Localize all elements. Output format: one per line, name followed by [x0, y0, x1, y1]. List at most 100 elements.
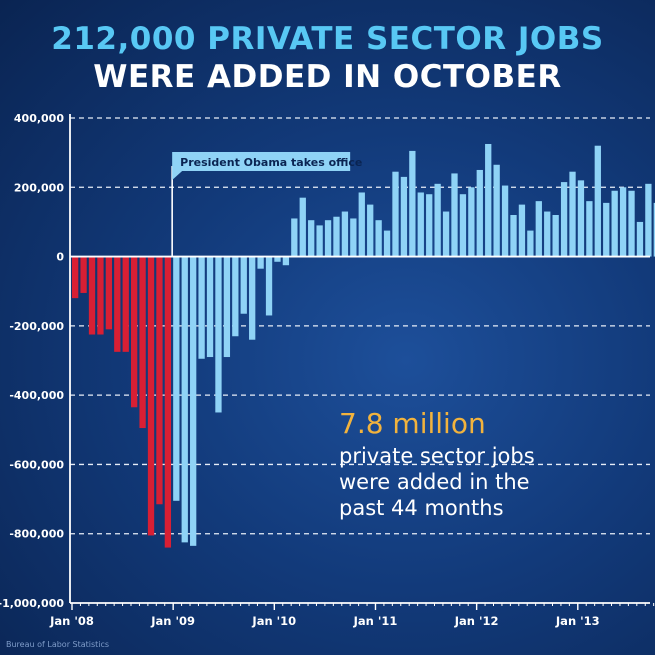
bar — [282, 256, 290, 266]
y-tick-label: -400,000 — [9, 389, 64, 402]
bar — [560, 182, 568, 257]
bar — [198, 256, 205, 359]
bar — [383, 230, 391, 257]
bar — [324, 220, 332, 257]
bar — [97, 256, 104, 335]
bar — [544, 211, 551, 257]
bar — [611, 190, 618, 257]
callout-line-1: private sector jobs — [339, 444, 535, 468]
x-tick-label: Jan '13 — [555, 614, 600, 628]
bars — [72, 143, 655, 548]
bar — [147, 256, 155, 536]
source-note: Bureau of Labor Statistics — [6, 640, 110, 649]
bar — [392, 171, 399, 257]
bar — [232, 256, 239, 337]
annotation-label: President Obama takes office — [180, 156, 362, 169]
axes: 400,000 200,000 0 -200,000 -400,000 -600,000 -… — [0, 112, 655, 628]
bar — [223, 256, 231, 358]
bar — [181, 256, 188, 543]
bar — [173, 256, 180, 501]
y-tick-label: -200,000 — [9, 320, 64, 333]
bar — [636, 221, 644, 257]
bar — [308, 220, 315, 257]
bar — [510, 215, 517, 257]
bar — [114, 256, 121, 352]
y-tick-label: 0 — [56, 251, 64, 264]
bar — [333, 216, 340, 257]
callout-headline: 7.8 million — [339, 407, 486, 440]
bar — [442, 211, 450, 257]
bar — [468, 187, 475, 257]
bar — [645, 183, 652, 257]
y-tick-label: -600,000 — [9, 458, 64, 471]
bar — [518, 204, 526, 257]
bar — [131, 256, 138, 408]
y-tick-label: -800,000 — [9, 528, 64, 541]
bar — [316, 225, 323, 257]
bar — [122, 256, 129, 352]
bar — [434, 183, 441, 257]
bar — [156, 256, 163, 505]
bar — [72, 256, 79, 299]
bar — [400, 176, 408, 257]
bar — [139, 256, 146, 429]
callout-line-2: were added in the — [339, 470, 530, 494]
bar — [552, 215, 559, 257]
bar — [375, 220, 382, 257]
bar — [257, 256, 264, 269]
bar — [265, 256, 273, 316]
bar — [586, 201, 593, 257]
bar — [485, 143, 492, 257]
bar — [164, 256, 172, 548]
bar — [459, 194, 467, 257]
bar — [577, 180, 585, 257]
bar — [493, 164, 500, 257]
bar — [569, 171, 576, 257]
x-tick-label: Jan '08 — [49, 614, 94, 628]
y-tick-label: 400,000 — [14, 112, 64, 125]
bar — [350, 218, 357, 257]
bar — [451, 173, 458, 257]
bar — [619, 187, 627, 257]
bar — [603, 202, 610, 257]
annotation-pointer — [172, 171, 183, 180]
bar — [240, 256, 247, 314]
bar — [206, 256, 214, 358]
y-tick-label: -1,000,000 — [0, 597, 64, 610]
bar — [409, 150, 416, 257]
callout-text: private sector jobs were added in the pa… — [339, 443, 639, 521]
callout-line-3: past 44 months — [339, 496, 504, 520]
bar — [249, 256, 256, 340]
bar — [594, 145, 601, 257]
bar — [653, 202, 655, 257]
x-tick-label: Jan '09 — [150, 614, 195, 628]
x-tick-label: Jan '12 — [454, 614, 499, 628]
bar — [501, 185, 509, 257]
bar — [628, 190, 635, 257]
bar — [299, 197, 306, 257]
bar — [105, 256, 113, 330]
bar — [358, 192, 365, 257]
bar — [341, 211, 349, 257]
title-line-1: 212,000 PRIVATE SECTOR JOBS — [51, 21, 604, 57]
bar — [426, 194, 433, 257]
bar — [190, 256, 197, 546]
bar — [417, 192, 424, 257]
annotation-box — [172, 152, 351, 171]
bar — [527, 230, 534, 257]
bar — [476, 169, 483, 257]
bar — [274, 256, 281, 262]
bar — [88, 256, 96, 335]
gridlines — [70, 117, 650, 535]
bar — [535, 201, 542, 257]
x-tick-label: Jan '11 — [353, 614, 398, 628]
bar — [215, 256, 222, 413]
annotation: President Obama takes office — [171, 152, 362, 257]
title-line-2: WERE ADDED IN OCTOBER — [93, 59, 562, 95]
bar — [80, 256, 87, 293]
x-tick-label: Jan '10 — [251, 614, 296, 628]
bar — [367, 204, 374, 257]
y-tick-label: 200,000 — [14, 181, 64, 194]
bar — [291, 218, 298, 257]
